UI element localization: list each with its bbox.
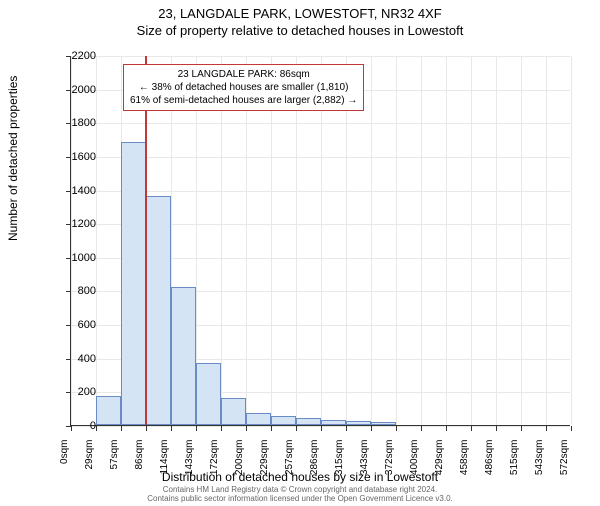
gridline-v [271,56,272,425]
xtick-mark [321,426,322,431]
gridline-v [246,56,247,425]
xtick-label: 114sqm [159,440,170,485]
xtick-label: 343sqm [359,440,370,485]
histogram-bar [171,287,196,425]
xtick-mark [196,426,197,431]
gridline-v [421,56,422,425]
xtick-mark [146,426,147,431]
ytick-label: 200 [56,386,96,398]
histogram-bar [146,196,171,425]
xtick-mark [546,426,547,431]
xtick-label: 257sqm [284,440,295,485]
xtick-mark [571,426,572,431]
xtick-label: 286sqm [309,440,320,485]
xtick-mark [446,426,447,431]
annotation-box: 23 LANGDALE PARK: 86sqm← 38% of detached… [123,64,364,111]
gridline-v [496,56,497,425]
plot-region: 23 LANGDALE PARK: 86sqm← 38% of detached… [70,56,570,426]
xtick-mark [496,426,497,431]
ytick-label: 2000 [56,84,96,96]
xtick-mark [371,426,372,431]
xtick-label: 458sqm [459,440,470,485]
histogram-bar [346,421,371,425]
ytick-label: 800 [56,285,96,297]
xtick-mark [471,426,472,431]
xtick-mark [521,426,522,431]
histogram-bar [121,142,146,425]
gridline-v [471,56,472,425]
ytick-label: 2200 [56,50,96,62]
xtick-label: 229sqm [259,440,270,485]
histogram-bar [371,422,396,425]
gridline-v [221,56,222,425]
xtick-mark [221,426,222,431]
gridline-v [321,56,322,425]
gridline-v [296,56,297,425]
ytick-label: 1200 [56,218,96,230]
histogram-bar [221,398,246,425]
xtick-label: 86sqm [134,440,145,485]
xtick-label: 429sqm [434,440,445,485]
xtick-label: 486sqm [484,440,495,485]
xtick-label: 515sqm [509,440,520,485]
chart-subtitle: Size of property relative to detached ho… [0,23,600,38]
xtick-mark [346,426,347,431]
xtick-mark [396,426,397,431]
histogram-bar [246,413,271,425]
gridline-v [571,56,572,425]
annotation-line: 61% of semi-detached houses are larger (… [130,94,357,107]
xtick-label: 0sqm [59,440,70,485]
histogram-bar [196,363,221,425]
gridline-v [546,56,547,425]
xtick-mark [296,426,297,431]
gridline-v [346,56,347,425]
annotation-line: ← 38% of detached houses are smaller (1,… [130,81,357,94]
gridline-v [446,56,447,425]
gridline-v [71,56,72,425]
gridline-v [396,56,397,425]
ytick-label: 400 [56,353,96,365]
ytick-label: 600 [56,319,96,331]
y-axis-label: Number of detached properties [6,76,20,241]
histogram-bar [96,396,121,425]
chart-area: 23 LANGDALE PARK: 86sqm← 38% of detached… [70,56,570,426]
ytick-label: 1000 [56,252,96,264]
xtick-mark [271,426,272,431]
xtick-mark [96,426,97,431]
gridline-v [96,56,97,425]
histogram-bar [271,416,296,425]
xtick-label: 29sqm [84,440,95,485]
xtick-label: 143sqm [184,440,195,485]
xtick-label: 315sqm [334,440,345,485]
xtick-mark [171,426,172,431]
histogram-bar [321,420,346,425]
xtick-mark [246,426,247,431]
ytick-label: 0 [56,420,96,432]
xtick-label: 572sqm [559,440,570,485]
chart-title: 23, LANGDALE PARK, LOWESTOFT, NR32 4XF [0,6,600,21]
property-marker-line [145,56,147,425]
xtick-mark [121,426,122,431]
ytick-label: 1400 [56,185,96,197]
ytick-label: 1600 [56,151,96,163]
xtick-label: 543sqm [534,440,545,485]
xtick-label: 400sqm [409,440,420,485]
xtick-mark [421,426,422,431]
xtick-label: 57sqm [109,440,120,485]
gridline-v [371,56,372,425]
gridline-v [521,56,522,425]
ytick-label: 1800 [56,117,96,129]
xtick-label: 172sqm [209,440,220,485]
attribution: Contains HM Land Registry data © Crown c… [0,485,600,504]
xtick-label: 200sqm [234,440,245,485]
attribution-line1: Contains HM Land Registry data © Crown c… [0,485,600,495]
chart-container: 23, LANGDALE PARK, LOWESTOFT, NR32 4XF S… [0,6,600,506]
histogram-bar [296,418,321,425]
xtick-label: 372sqm [384,440,395,485]
annotation-line: 23 LANGDALE PARK: 86sqm [130,68,357,81]
attribution-line2: Contains public sector information licen… [0,494,600,504]
